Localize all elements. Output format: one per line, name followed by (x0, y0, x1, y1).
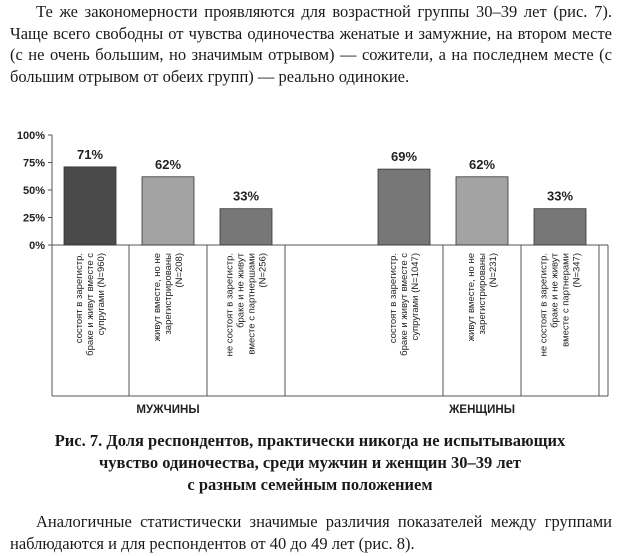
data-label: 62% (469, 157, 495, 172)
bar (219, 208, 273, 246)
category-label: живут вместе, но незарегистрированы(N=23… (466, 253, 499, 341)
data-label: 71% (77, 147, 103, 162)
chart-svg: 0% 25% 50% 75% 100% 71% состоят в зарегистр.бр… (17, 130, 609, 416)
category-label: состоят в зарегистр.браке и живут вместе… (74, 253, 107, 356)
bar (377, 168, 431, 246)
group-label: ЖЕНЩИНЫ (448, 404, 515, 416)
figure-caption: Рис. 7. Доля респондентов, практически н… (0, 430, 620, 496)
data-label: 33% (233, 189, 259, 204)
paragraph-top: Те же закономерности проявляются для воз… (10, 2, 612, 86)
caption-line: с разным семейным положением (187, 475, 433, 494)
data-label: 62% (155, 157, 181, 172)
y-tick-label: 25% (23, 213, 45, 225)
bar (533, 208, 587, 246)
category-label: живут вместе, но незарегистрированы(N=20… (152, 253, 185, 341)
y-tick-label: 100% (17, 130, 45, 142)
bar (63, 166, 117, 246)
caption-line: Рис. 7. Доля респондентов, практически н… (54, 431, 566, 450)
bar-chart: 0% 25% 50% 75% 100% 71% состоят в зарегистр.бр… (8, 126, 610, 426)
y-tick-label: 75% (23, 158, 45, 170)
caption-line: чувство одиночества, среди мужчин и женщ… (98, 453, 522, 472)
data-label: 33% (547, 189, 573, 204)
bar (455, 176, 509, 246)
bar (141, 176, 195, 246)
y-tick-label: 0% (29, 240, 45, 252)
data-label: 69% (391, 149, 417, 164)
category-label: состоят в зарегистр.браке и живут вместе… (388, 253, 421, 356)
y-tick-label: 50% (23, 185, 45, 197)
category-label: не состоят в зарегистр.браке и не живутв… (225, 252, 269, 356)
paragraph-bottom: Аналогичные статистически значимые разли… (10, 512, 612, 553)
category-label: не состоят в зарегистр.браке и не живутв… (539, 252, 583, 356)
group-label: МУЖЧИНЫ (136, 404, 199, 416)
